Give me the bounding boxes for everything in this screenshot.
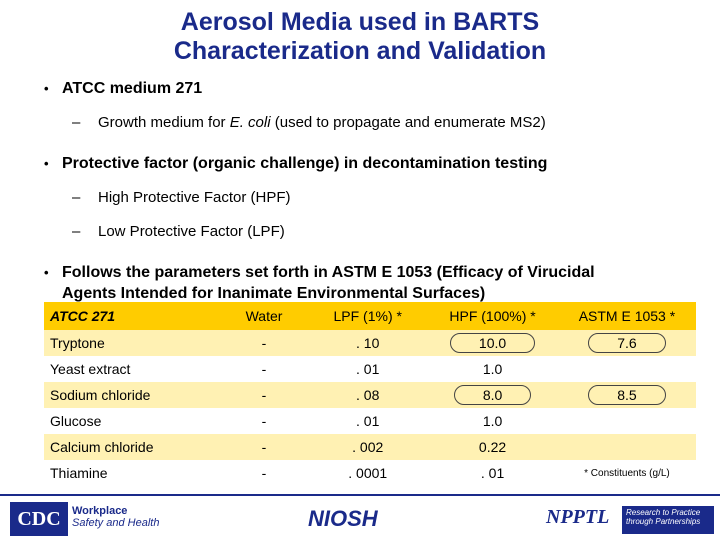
cell-astm — [557, 434, 696, 460]
npptl-tagline-1: Research to Practice — [626, 508, 701, 517]
header-astm: ASTM E 1053 * — [557, 302, 696, 330]
cell-ingredient: Glucose — [44, 408, 220, 434]
sub-bullet-lpf-text: Low Protective Factor (LPF) — [98, 223, 285, 240]
constituents-note: * Constituents (g/L) — [557, 460, 696, 486]
cell-water: - — [219, 356, 309, 382]
dash-icon: – — [72, 114, 81, 131]
sub-bullet-hpf-text: High Protective Factor (HPF) — [98, 189, 291, 206]
bullet-protective: • Protective factor (organic challenge) … — [44, 153, 694, 174]
media-table: ATCC 271 Water LPF (1%) * HPF (100%) * A… — [44, 302, 696, 486]
niosh-logo: NIOSH — [308, 506, 378, 531]
cell-hpf: . 01 — [427, 460, 558, 486]
header-atcc: ATCC 271 — [44, 302, 220, 330]
sub-bullet-growth-pre: Growth medium for — [98, 114, 230, 131]
title-line-1: Aerosol Media used in BARTS — [180, 8, 540, 36]
astm-highlight-box: 7.6 — [588, 333, 666, 353]
header-lpf: LPF (1%) * — [308, 302, 428, 330]
bullet-atcc: • ATCC medium 271 — [44, 78, 694, 99]
footer-bar: CDC Workplace Safety and Health NIOSH NP… — [0, 494, 720, 542]
cell-lpf: . 002 — [308, 434, 428, 460]
cell-hpf: 1.0 — [427, 356, 558, 382]
cell-ingredient: Calcium chloride — [44, 434, 220, 460]
cell-lpf: . 10 — [308, 330, 428, 356]
bullet-dot-icon: • — [44, 81, 49, 96]
table-row: Yeast extract - . 01 1.0 — [44, 356, 696, 382]
hpf-highlight-box: 8.0 — [453, 385, 532, 405]
bullet-atcc-text: ATCC medium 271 — [62, 80, 203, 97]
title-line-2: Characterization and Validation — [173, 37, 547, 65]
bullet-astm-line1: Follows the parameters set forth in ASTM… — [62, 264, 595, 281]
slide-title: Aerosol Media used in BARTS Characteriza… — [0, 8, 720, 66]
npptl-logo: NPPTL — [546, 506, 610, 528]
dash-icon: – — [72, 189, 81, 206]
cell-hpf: 8.0 — [427, 382, 558, 408]
workplace-label: Workplace — [72, 505, 128, 517]
safety-health-label: Safety and Health — [72, 517, 160, 529]
cell-hpf: 1.0 — [427, 408, 558, 434]
hpf-highlight-box: 10.0 — [449, 333, 536, 353]
table-row: Glucose - . 01 1.0 — [44, 408, 696, 434]
cell-water: - — [219, 382, 309, 408]
table-row: Sodium chloride - . 08 8.0 8.5 — [44, 382, 696, 408]
cell-lpf: . 0001 — [308, 460, 428, 486]
bullet-list: • ATCC medium 271 – Growth medium for E.… — [44, 78, 694, 304]
bullet-protective-text: Protective factor (organic challenge) in… — [62, 155, 548, 172]
cell-astm — [557, 408, 696, 434]
cell-ingredient: Tryptone — [44, 330, 220, 356]
table-row: Tryptone - . 10 10.0 7.6 — [44, 330, 696, 356]
astm-highlight-box: 8.5 — [588, 385, 666, 405]
sub-bullet-growth: – Growth medium for E. coli (used to pro… — [44, 113, 694, 133]
cell-water: - — [219, 434, 309, 460]
dash-icon: – — [72, 223, 81, 240]
cell-hpf: 0.22 — [427, 434, 558, 460]
cell-lpf: . 01 — [308, 356, 428, 382]
cell-ingredient: Thiamine — [44, 460, 220, 486]
cell-ingredient: Sodium chloride — [44, 382, 220, 408]
cell-astm — [557, 356, 696, 382]
cell-ingredient: Yeast extract — [44, 356, 220, 382]
header-water: Water — [219, 302, 309, 330]
cell-water: - — [219, 408, 309, 434]
cell-water: - — [219, 460, 309, 486]
bullet-dot-icon: • — [44, 265, 49, 280]
sub-bullet-growth-post: (used to propagate and enumerate MS2) — [270, 114, 546, 131]
cell-astm: 7.6 — [557, 330, 696, 356]
cell-hpf: 10.0 — [427, 330, 558, 356]
header-hpf: HPF (100%) * — [427, 302, 558, 330]
bullet-dot-icon: • — [44, 156, 49, 171]
cell-lpf: . 01 — [308, 408, 428, 434]
bullet-astm: • Follows the parameters set forth in AS… — [44, 262, 694, 304]
cell-water: - — [219, 330, 309, 356]
table-row: Calcium chloride - . 002 0.22 — [44, 434, 696, 460]
bullet-astm-line2: Agents Intended for Inanimate Environmen… — [62, 285, 486, 302]
sub-bullet-growth-italic: E. coli — [229, 114, 271, 131]
sub-bullet-hpf: – High Protective Factor (HPF) — [44, 188, 694, 208]
cell-lpf: . 08 — [308, 382, 428, 408]
table-header-row: ATCC 271 Water LPF (1%) * HPF (100%) * A… — [44, 302, 696, 330]
cdc-logo: CDC — [10, 502, 68, 536]
sub-bullet-lpf: – Low Protective Factor (LPF) — [44, 222, 694, 242]
workplace-logo-text: Workplace Safety and Health — [72, 505, 159, 529]
cell-astm: 8.5 — [557, 382, 696, 408]
npptl-tagline: Research to Practice through Partnership… — [622, 506, 714, 534]
npptl-tagline-2: through Partnerships — [626, 517, 701, 526]
table-row: Thiamine - . 0001 . 01 * Constituents (g… — [44, 460, 696, 486]
